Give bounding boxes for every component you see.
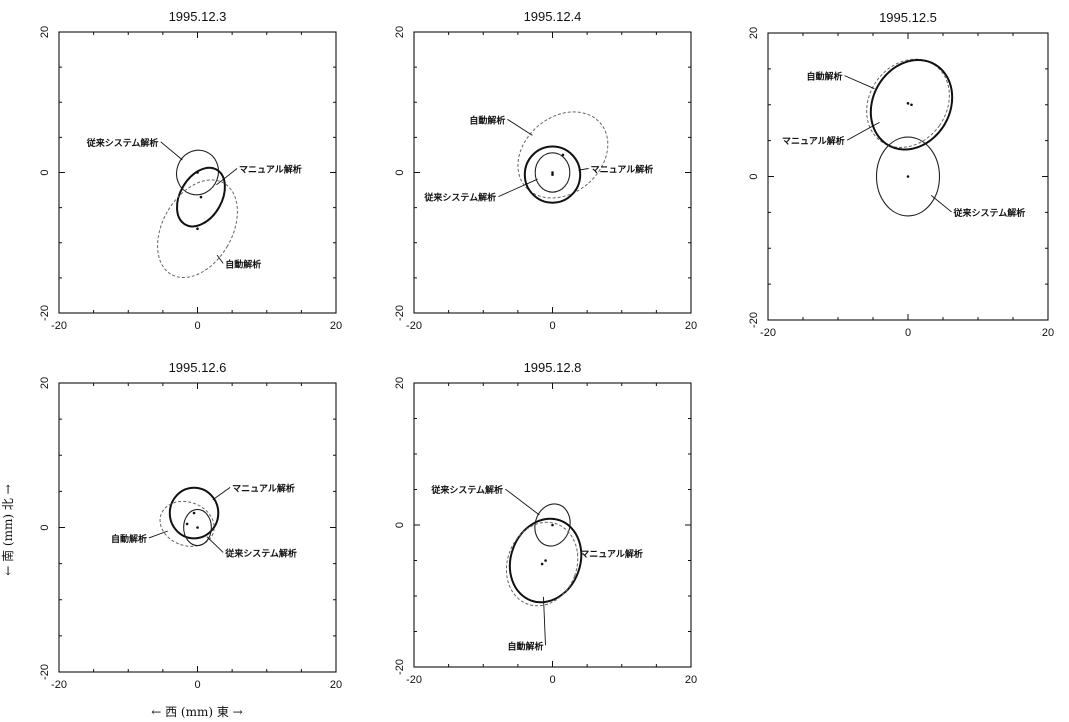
error-ellipse <box>175 149 220 196</box>
error-ellipse <box>157 179 238 279</box>
ellipse-annotation: マニュアル解析 <box>591 164 654 176</box>
error-ellipse <box>505 521 579 607</box>
center-point <box>192 511 196 515</box>
center-point <box>544 559 547 562</box>
panel-title: 1995.12.6 <box>169 360 227 375</box>
ellipse-annotation: 自動解析 <box>225 258 261 270</box>
center-point <box>196 227 199 230</box>
y-tick-label: 20 <box>394 26 406 38</box>
x-tick-label: 0 <box>549 674 555 686</box>
error-ellipse <box>176 166 226 228</box>
annotation-leader <box>543 596 546 646</box>
annotation-leader <box>160 141 183 161</box>
x-tick-label: -20 <box>51 320 67 332</box>
center-point <box>906 102 910 105</box>
error-ellipse <box>534 503 571 547</box>
center-point <box>551 171 554 174</box>
center-point <box>199 195 203 199</box>
center-point <box>540 562 544 566</box>
ellipse-annotation: 自動解析 <box>507 640 543 652</box>
x-tick-label: 0 <box>194 679 200 691</box>
annotation-leader <box>498 178 538 198</box>
y-tick-label: -20 <box>748 312 760 328</box>
y-tick-label: 20 <box>748 27 760 39</box>
y-tick-label: 0 <box>39 169 51 175</box>
y-tick-label: 20 <box>39 377 51 389</box>
error-ellipse <box>875 136 941 217</box>
y-tick-label: 0 <box>394 522 406 528</box>
panel-title: 1995.12.4 <box>524 9 582 24</box>
center-point <box>185 522 189 526</box>
annotation-leader <box>507 118 533 136</box>
y-tick-label: -20 <box>394 305 406 321</box>
x-tick-label: 0 <box>549 320 555 332</box>
x-tick-label: 20 <box>685 320 697 332</box>
chart-panels: 1995.12.3-20 0 20-20020従来システム解析マニュアル解析自動解析… <box>39 9 1054 691</box>
panel-title: 1995.12.3 <box>169 9 227 24</box>
error-ellipse <box>168 486 220 540</box>
annotation-leader <box>148 530 168 539</box>
center-point <box>551 523 554 527</box>
error-ellipse <box>159 500 215 547</box>
y-tick-label: 0 <box>748 173 760 179</box>
x-tick-label: 20 <box>330 679 342 691</box>
center-point <box>551 173 554 176</box>
error-ellipse <box>508 517 583 604</box>
x-tick-label: 0 <box>905 327 911 339</box>
x-tick-label: -20 <box>51 679 67 691</box>
ellipse-annotation: マニュアル解析 <box>232 482 295 494</box>
y-tick-label: 20 <box>394 377 406 389</box>
y-tick-label: 0 <box>394 169 406 175</box>
error-ellipse <box>183 508 212 547</box>
annotation-leader <box>216 168 238 186</box>
x-tick-label: -20 <box>760 327 776 339</box>
x-tick-label: 20 <box>1042 327 1054 339</box>
ellipse-annotation: 自動解析 <box>807 71 843 83</box>
ellipse-annotation: 従来システム解析 <box>86 137 159 149</box>
ellipse-annotation: 従来システム解析 <box>423 192 496 204</box>
ellipse-annotation: 自動解析 <box>469 114 505 126</box>
ellipse-annotation: マニュアル解析 <box>782 135 845 147</box>
annotation-leader <box>216 254 224 264</box>
center-point <box>910 103 913 107</box>
panel-title: 1995.12.5 <box>879 10 937 25</box>
annotation-leader <box>206 536 224 553</box>
annotation-leader <box>212 487 231 501</box>
ellipse-annotation: 従来システム解析 <box>224 547 297 559</box>
error-ellipse <box>534 152 571 193</box>
annotation-leader <box>930 195 952 213</box>
annotation-leader <box>844 75 875 90</box>
x-tick-label: 20 <box>685 674 697 686</box>
x-tick-label: 20 <box>330 320 342 332</box>
y-tick-label: 0 <box>39 524 51 530</box>
x-tick-label: -20 <box>406 320 422 332</box>
y-tick-label: -20 <box>39 664 51 680</box>
ellipse-annotation: マニュアル解析 <box>239 164 302 176</box>
ellipse-annotation: マニュアル解析 <box>580 548 643 560</box>
y-axis-label: ← 南 (mm) 北 → <box>0 484 15 576</box>
error-ellipse <box>523 145 582 204</box>
y-tick-label: 20 <box>39 26 51 38</box>
ellipse-annotation: 従来システム解析 <box>953 207 1026 219</box>
annotation-leader <box>505 488 540 516</box>
ellipse-annotation: 自動解析 <box>111 533 147 545</box>
annotation-leader <box>846 121 880 141</box>
center-point <box>906 175 910 178</box>
ellipse-annotation: 従来システム解析 <box>430 484 503 496</box>
x-tick-label: 0 <box>194 320 200 332</box>
annotation-leader <box>578 168 589 171</box>
y-tick-label: -20 <box>394 659 406 675</box>
x-tick-label: -20 <box>406 674 422 686</box>
center-point <box>196 526 199 529</box>
y-tick-label: -20 <box>39 305 51 321</box>
x-axis-label: ← 西 (mm) 東 → <box>151 705 243 719</box>
panel-title: 1995.12.8 <box>524 360 582 375</box>
